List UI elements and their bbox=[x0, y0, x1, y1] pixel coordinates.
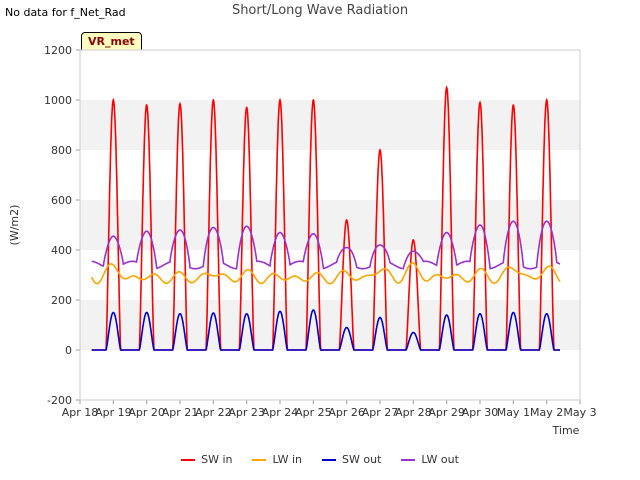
y-axis-label: (W/m2) bbox=[8, 205, 21, 246]
site-badge: VR_met bbox=[81, 32, 142, 51]
series-line-sw-out bbox=[91, 309, 560, 351]
x-tick-label: Apr 27 bbox=[362, 406, 399, 419]
legend-swatch bbox=[252, 459, 267, 461]
series-lines bbox=[90, 85, 561, 351]
legend-item: SW in bbox=[181, 453, 232, 466]
legend-swatch bbox=[181, 459, 196, 461]
grid-band bbox=[80, 50, 580, 100]
y-tick-label: 200 bbox=[51, 294, 72, 307]
no-data-note: No data for f_Net_Rad bbox=[5, 6, 126, 19]
legend-swatch bbox=[322, 459, 337, 461]
legend-swatch bbox=[401, 459, 416, 461]
x-tick-label: Apr 30 bbox=[462, 406, 499, 419]
x-tick-label: Apr 19 bbox=[95, 406, 132, 419]
chart-title: Short/Long Wave Radiation bbox=[231, 3, 409, 18]
y-axis-ticks: -200 0 200 400 600 800 1000 1200 bbox=[44, 44, 80, 407]
legend-item: SW out bbox=[322, 453, 381, 466]
legend-label: SW out bbox=[342, 453, 382, 466]
grid-band bbox=[80, 350, 580, 400]
x-tick-label: Apr 21 bbox=[162, 406, 199, 419]
legend-label: SW in bbox=[201, 453, 233, 466]
legend: SW in LW in SW out LW out bbox=[0, 453, 640, 466]
x-tick-label: Apr 20 bbox=[128, 406, 165, 419]
x-tick-label: Apr 29 bbox=[428, 406, 465, 419]
y-tick-label: 400 bbox=[51, 244, 72, 257]
x-tick-label: Apr 28 bbox=[395, 406, 432, 419]
series-line-lw-out bbox=[91, 220, 561, 270]
grid-band bbox=[80, 150, 580, 200]
x-tick-label: May 3 bbox=[563, 406, 596, 419]
grid-band bbox=[80, 250, 580, 300]
x-axis-label: Time bbox=[552, 424, 580, 437]
grid-band bbox=[80, 300, 580, 350]
x-tick-label: May 2 bbox=[530, 406, 563, 419]
x-tick-label: May 1 bbox=[497, 406, 530, 419]
series-line-lw-in bbox=[90, 262, 561, 285]
y-tick-label: -200 bbox=[47, 394, 72, 407]
y-tick-label: 800 bbox=[51, 144, 72, 157]
grid-band bbox=[80, 200, 580, 250]
x-tick-label: Apr 22 bbox=[195, 406, 232, 419]
grid-band bbox=[80, 100, 580, 150]
y-tick-label: 1200 bbox=[44, 44, 72, 57]
x-tick-label: Apr 26 bbox=[328, 406, 365, 419]
x-tick-label: Apr 25 bbox=[295, 406, 332, 419]
legend-item: LW out bbox=[401, 453, 459, 466]
legend-label: LW in bbox=[272, 453, 303, 466]
legend-label: LW out bbox=[421, 453, 459, 466]
grid-bands bbox=[80, 50, 580, 400]
y-tick-label: 0 bbox=[65, 344, 72, 357]
x-tick-label: Apr 23 bbox=[228, 406, 265, 419]
plot-frame bbox=[79, 49, 581, 401]
x-tick-label: Apr 18 bbox=[62, 406, 99, 419]
legend-item: LW in bbox=[252, 453, 302, 466]
x-tick-label: Apr 24 bbox=[262, 406, 299, 419]
y-tick-label: 1000 bbox=[44, 94, 72, 107]
y-tick-label: 600 bbox=[51, 194, 72, 207]
